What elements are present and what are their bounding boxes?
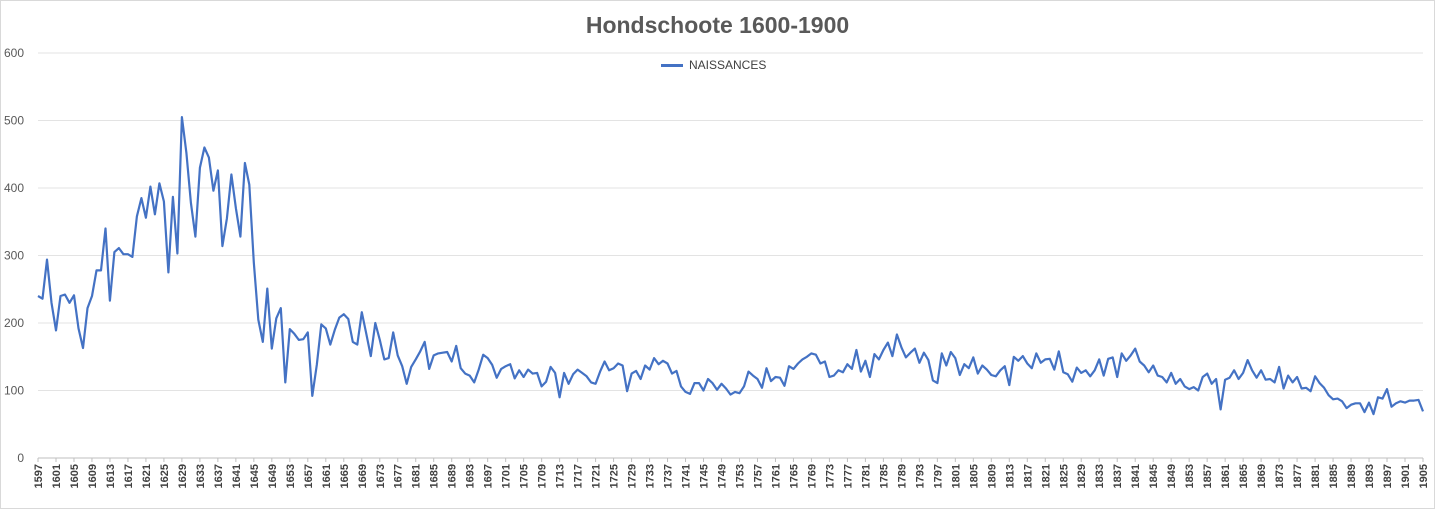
x-tick-label: 1821 bbox=[1040, 464, 1052, 488]
y-tick-label: 200 bbox=[4, 316, 24, 330]
x-tick-label: 1777 bbox=[842, 464, 854, 488]
x-tick-label: 1681 bbox=[411, 464, 423, 488]
x-tick-label: 1853 bbox=[1184, 464, 1196, 488]
x-tick-label: 1865 bbox=[1238, 464, 1250, 488]
x-tick-label: 1893 bbox=[1364, 464, 1376, 488]
x-tick-label: 1785 bbox=[878, 464, 890, 488]
x-tick-label: 1833 bbox=[1094, 464, 1106, 488]
x-tick-label: 1889 bbox=[1346, 464, 1358, 488]
x-tick-label: 1609 bbox=[87, 464, 99, 488]
x-tick-label: 1861 bbox=[1220, 464, 1232, 488]
x-tick-label: 1705 bbox=[519, 464, 531, 488]
x-tick-label: 1869 bbox=[1256, 464, 1268, 488]
x-tick-label: 1661 bbox=[321, 464, 333, 488]
x-tick-label: 1781 bbox=[860, 464, 872, 488]
x-tick-label: 1637 bbox=[213, 464, 225, 488]
x-tick-label: 1749 bbox=[717, 464, 729, 488]
x-tick-label: 1733 bbox=[645, 464, 657, 488]
y-tick-label: 300 bbox=[4, 249, 24, 263]
x-tick-label: 1905 bbox=[1418, 464, 1430, 488]
x-tick-label: 1677 bbox=[393, 464, 405, 488]
y-tick-label: 500 bbox=[4, 114, 24, 128]
x-tick-label: 1901 bbox=[1400, 464, 1412, 488]
series-line-naissances bbox=[37, 116, 1425, 416]
x-tick-label: 1757 bbox=[752, 464, 764, 488]
x-tick-label: 1601 bbox=[51, 464, 63, 488]
x-tick-label: 1649 bbox=[267, 464, 279, 488]
x-tick-label: 1789 bbox=[896, 464, 908, 488]
x-tick-label: 1605 bbox=[69, 464, 81, 488]
series-layer bbox=[37, 116, 1425, 416]
x-tick-label: 1873 bbox=[1274, 464, 1286, 488]
x-tick-label: 1793 bbox=[914, 464, 926, 488]
x-tick-label: 1633 bbox=[195, 464, 207, 488]
x-tick-label: 1797 bbox=[932, 464, 944, 488]
y-axis: 0 100 200 300 400 500 600 bbox=[4, 46, 24, 465]
x-tick-label: 1857 bbox=[1202, 464, 1214, 488]
x-tick-label: 1613 bbox=[105, 464, 117, 488]
x-tick-label: 1673 bbox=[375, 464, 387, 488]
x-tick-label: 1745 bbox=[699, 464, 711, 488]
x-tick-label: 1877 bbox=[1292, 464, 1304, 488]
x-tick-label: 1881 bbox=[1310, 464, 1322, 488]
x-tick-label: 1725 bbox=[609, 464, 621, 488]
x-tick-label: 1625 bbox=[159, 464, 171, 488]
y-tick-label: 600 bbox=[4, 46, 24, 60]
y-tick-label: 0 bbox=[17, 451, 24, 465]
x-tick-label: 1897 bbox=[1382, 464, 1394, 488]
x-tick-label: 1685 bbox=[429, 464, 441, 488]
y-tick-label: 400 bbox=[4, 181, 24, 195]
x-tick-label: 1621 bbox=[141, 464, 153, 488]
x-tick-label: 1693 bbox=[465, 464, 477, 488]
x-tick-label: 1641 bbox=[231, 464, 243, 488]
x-tick-label: 1829 bbox=[1076, 464, 1088, 488]
x-tick-label: 1837 bbox=[1112, 464, 1124, 488]
chart-title: Hondschoote 1600-1900 bbox=[585, 12, 850, 38]
x-tick-label: 1653 bbox=[285, 464, 297, 488]
x-tick-label: 1813 bbox=[1004, 464, 1016, 488]
legend-label: NAISSANCES bbox=[689, 58, 767, 72]
x-tick-label: 1617 bbox=[123, 464, 135, 488]
legend-swatch bbox=[661, 63, 683, 67]
x-tick-label: 1665 bbox=[339, 464, 351, 488]
x-tick-label: 1769 bbox=[806, 464, 818, 488]
x-tick-label: 1773 bbox=[824, 464, 836, 488]
x-tick-label: 1629 bbox=[177, 464, 189, 488]
x-tick-label: 1689 bbox=[447, 464, 459, 488]
x-tick-label: 1713 bbox=[555, 464, 567, 488]
x-axis: 1597 1601 1605 1609 1613 1617 1621 1625 1629 1633… bbox=[33, 458, 1430, 488]
x-tick-label: 1669 bbox=[357, 464, 369, 488]
x-tick-label: 1729 bbox=[627, 464, 639, 488]
x-tick-label: 1741 bbox=[681, 464, 693, 488]
x-tick-label: 1845 bbox=[1148, 464, 1160, 488]
x-tick-label: 1841 bbox=[1130, 464, 1142, 488]
x-tick-label: 1645 bbox=[249, 464, 261, 488]
gridlines bbox=[38, 52, 1423, 459]
x-tick-label: 1697 bbox=[483, 464, 495, 488]
x-tick-label: 1825 bbox=[1058, 464, 1070, 488]
x-tick-label: 1721 bbox=[591, 464, 603, 488]
x-tick-label: 1753 bbox=[734, 464, 746, 488]
x-tick-label: 1657 bbox=[303, 464, 315, 488]
x-tick-label: 1701 bbox=[501, 464, 513, 488]
y-tick-label: 100 bbox=[4, 384, 24, 398]
x-tick-label: 1809 bbox=[986, 464, 998, 488]
x-tick-label: 1597 bbox=[33, 464, 45, 488]
x-tick-label: 1717 bbox=[573, 464, 585, 488]
x-tick-label: 1737 bbox=[663, 464, 675, 488]
x-tick-label: 1765 bbox=[788, 464, 800, 488]
x-tick-label: 1817 bbox=[1022, 464, 1034, 488]
x-tick-label: 1801 bbox=[950, 464, 962, 488]
x-tick-label: 1805 bbox=[968, 464, 980, 488]
x-tick-label: 1885 bbox=[1328, 464, 1340, 488]
legend: NAISSANCES bbox=[661, 56, 766, 74]
x-tick-label: 1849 bbox=[1166, 464, 1178, 488]
x-tick-label: 1761 bbox=[770, 464, 782, 488]
x-tick-label: 1709 bbox=[537, 464, 549, 488]
